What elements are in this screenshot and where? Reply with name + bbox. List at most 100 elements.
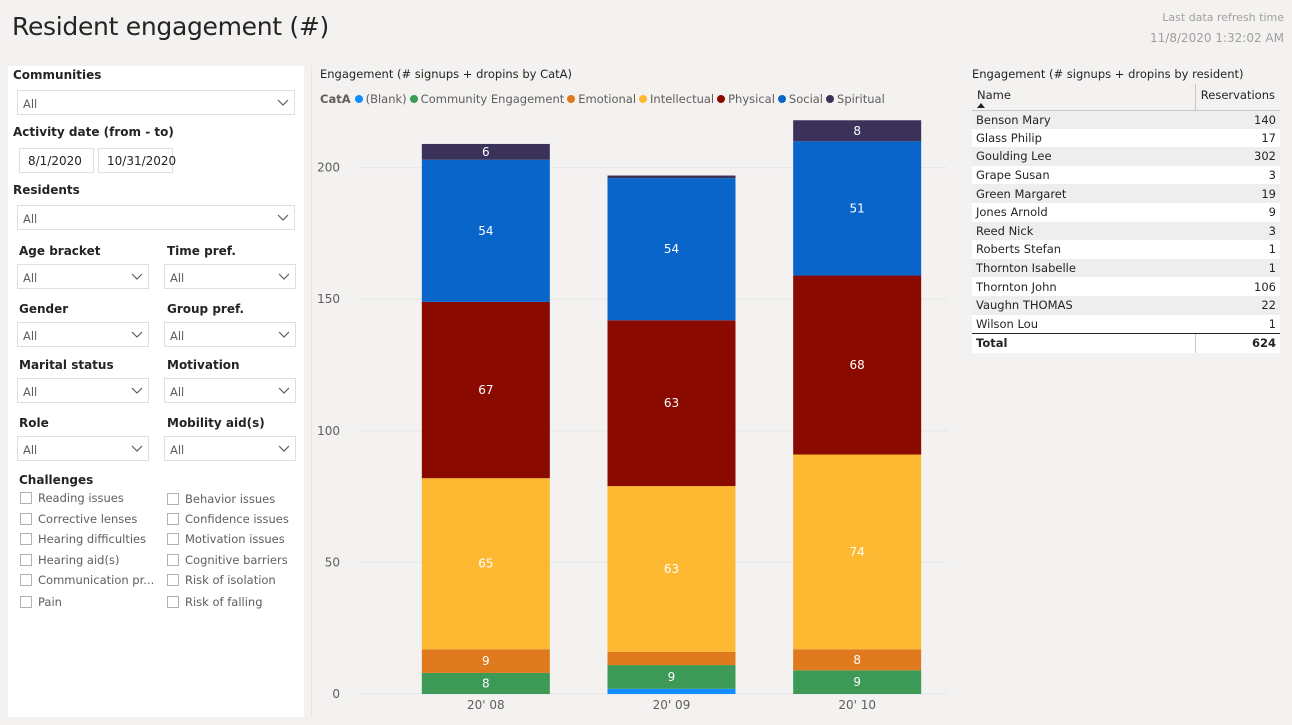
table-row[interactable]: Green Margaret 19 — [972, 184, 1280, 203]
reservation-count: 106 — [1195, 277, 1280, 296]
bar-segment[interactable] — [793, 454, 922, 650]
gender-value: All — [23, 329, 38, 343]
table-row[interactable]: Thornton Isabelle 1 — [972, 258, 1280, 278]
challenge-label: Risk of falling — [185, 595, 263, 609]
gender-dropdown[interactable]: All — [17, 322, 149, 347]
reservation-count: 9 — [1195, 202, 1280, 222]
legend-item[interactable]: Intellectual — [639, 92, 714, 106]
date-to-input[interactable]: 10/31/2020 — [98, 148, 176, 173]
table-row[interactable]: Vaughn THOMAS 22 — [972, 295, 1280, 315]
legend-label: (Blank) — [365, 92, 407, 106]
bar-segment[interactable] — [607, 320, 736, 487]
legend-item[interactable]: (Blank) — [354, 92, 407, 106]
group-pref-label: Group pref. — [167, 302, 245, 316]
reservation-count: 3 — [1195, 165, 1280, 185]
checkbox-icon — [167, 533, 179, 545]
bar-segment[interactable] — [607, 688, 736, 694]
bar-segment[interactable] — [421, 143, 550, 160]
challenge-label: Risk of isolation — [185, 573, 276, 587]
table-row[interactable]: Glass Philip 17 — [972, 128, 1280, 148]
marital-status-label: Marital status — [19, 358, 114, 372]
bar-segment[interactable] — [793, 275, 922, 455]
filter-pane: Communities All Activity date (from - to… — [8, 66, 304, 717]
residents-dropdown[interactable]: All — [17, 205, 295, 230]
reservation-count: 22 — [1195, 295, 1280, 315]
role-dropdown[interactable]: All — [17, 436, 149, 461]
communities-value: All — [23, 97, 38, 111]
chevron-down-icon — [131, 273, 143, 280]
table-row[interactable]: Thornton John 106 — [972, 277, 1280, 296]
resident-table: Name Reservations Benson Mary 140 Glass Ph… — [972, 84, 1280, 354]
bar-segment[interactable] — [421, 301, 550, 479]
table-row[interactable]: Wilson Lou 1 — [972, 314, 1280, 334]
bar-segment[interactable] — [607, 178, 736, 321]
marital-status-dropdown[interactable]: All — [17, 378, 149, 403]
checkbox-icon — [20, 596, 32, 608]
bar-segment[interactable] — [793, 670, 922, 694]
time-pref-dropdown[interactable]: All — [164, 264, 296, 289]
table-row[interactable]: Roberts Stefan 1 — [972, 240, 1280, 259]
data-label: 8 — [482, 676, 490, 690]
table-row[interactable]: Benson Mary 140 — [972, 110, 1280, 129]
bar-segment[interactable] — [421, 478, 550, 650]
column-header-reservations[interactable]: Reservations — [1194, 84, 1280, 111]
role-value: All — [23, 443, 38, 457]
checkbox-icon — [20, 533, 32, 545]
legend-label: Intellectual — [650, 92, 715, 106]
table-title: Engagement (# signups + dropins by resid… — [972, 67, 1244, 81]
age-bracket-value: All — [23, 271, 38, 285]
bar-segment[interactable] — [421, 649, 550, 673]
checkbox-icon — [20, 513, 32, 525]
bar-segment[interactable] — [607, 486, 736, 652]
legend-item[interactable]: Physical — [717, 92, 775, 106]
checkbox-icon — [167, 554, 179, 566]
challenge-label: Corrective lenses — [38, 512, 138, 526]
legend-item[interactable]: Social — [777, 92, 824, 106]
column-header-name[interactable]: Name — [972, 84, 1196, 111]
mobility-aids-dropdown[interactable]: All — [164, 436, 296, 461]
data-label: 54 — [478, 224, 493, 238]
reservation-count: 1 — [1195, 314, 1280, 334]
chevron-down-icon — [131, 331, 143, 338]
chevron-down-icon — [278, 445, 290, 452]
motivation-dropdown[interactable]: All — [164, 378, 296, 403]
data-label: 67 — [478, 383, 493, 397]
challenge-label: Motivation issues — [185, 532, 285, 546]
data-label: 8 — [853, 124, 861, 138]
bar-segment[interactable] — [607, 651, 736, 666]
table-row[interactable]: Grape Susan 3 — [972, 165, 1280, 185]
table-row[interactable]: Reed Nick 3 — [972, 221, 1280, 241]
checkbox-icon — [167, 574, 179, 586]
table-row[interactable]: Goulding Lee 302 — [972, 147, 1280, 166]
bar-segment[interactable] — [793, 649, 922, 671]
bar-segment[interactable] — [793, 141, 922, 276]
legend-item[interactable]: Emotional — [567, 92, 636, 106]
data-label: 65 — [478, 557, 493, 571]
bar-segment[interactable] — [421, 159, 550, 302]
date-from-input[interactable]: 8/1/2020 — [19, 148, 94, 173]
resident-name: Thornton Isabelle — [972, 258, 1196, 278]
reservation-count: 19 — [1195, 184, 1280, 203]
data-label: 9 — [853, 675, 861, 689]
bar-segment[interactable] — [793, 120, 922, 142]
role-label: Role — [19, 416, 49, 430]
chart-legend: CatA (Blank) Community Engagement Emotiona… — [320, 92, 888, 106]
data-label: 63 — [664, 396, 679, 410]
bar-segment[interactable] — [607, 665, 736, 689]
legend-label: Social — [788, 92, 824, 106]
age-bracket-dropdown[interactable]: All — [17, 264, 149, 289]
refresh-label: Last data refresh time — [1162, 11, 1284, 24]
data-label: 51 — [850, 201, 865, 215]
legend-item[interactable]: Spiritual — [826, 92, 885, 106]
y-tick-label: 50 — [325, 555, 340, 569]
bar-segment[interactable] — [607, 175, 736, 179]
group-pref-dropdown[interactable]: All — [164, 322, 296, 347]
table-row[interactable]: Jones Arnold 9 — [972, 202, 1280, 222]
legend-item[interactable]: Community Engagement — [409, 92, 564, 106]
group-pref-value: All — [170, 329, 185, 343]
resident-name: Glass Philip — [972, 128, 1196, 148]
communities-dropdown[interactable]: All — [17, 90, 295, 115]
chevron-down-icon — [131, 387, 143, 394]
bar-segment[interactable] — [421, 672, 550, 694]
legend-dot-icon — [826, 95, 835, 103]
